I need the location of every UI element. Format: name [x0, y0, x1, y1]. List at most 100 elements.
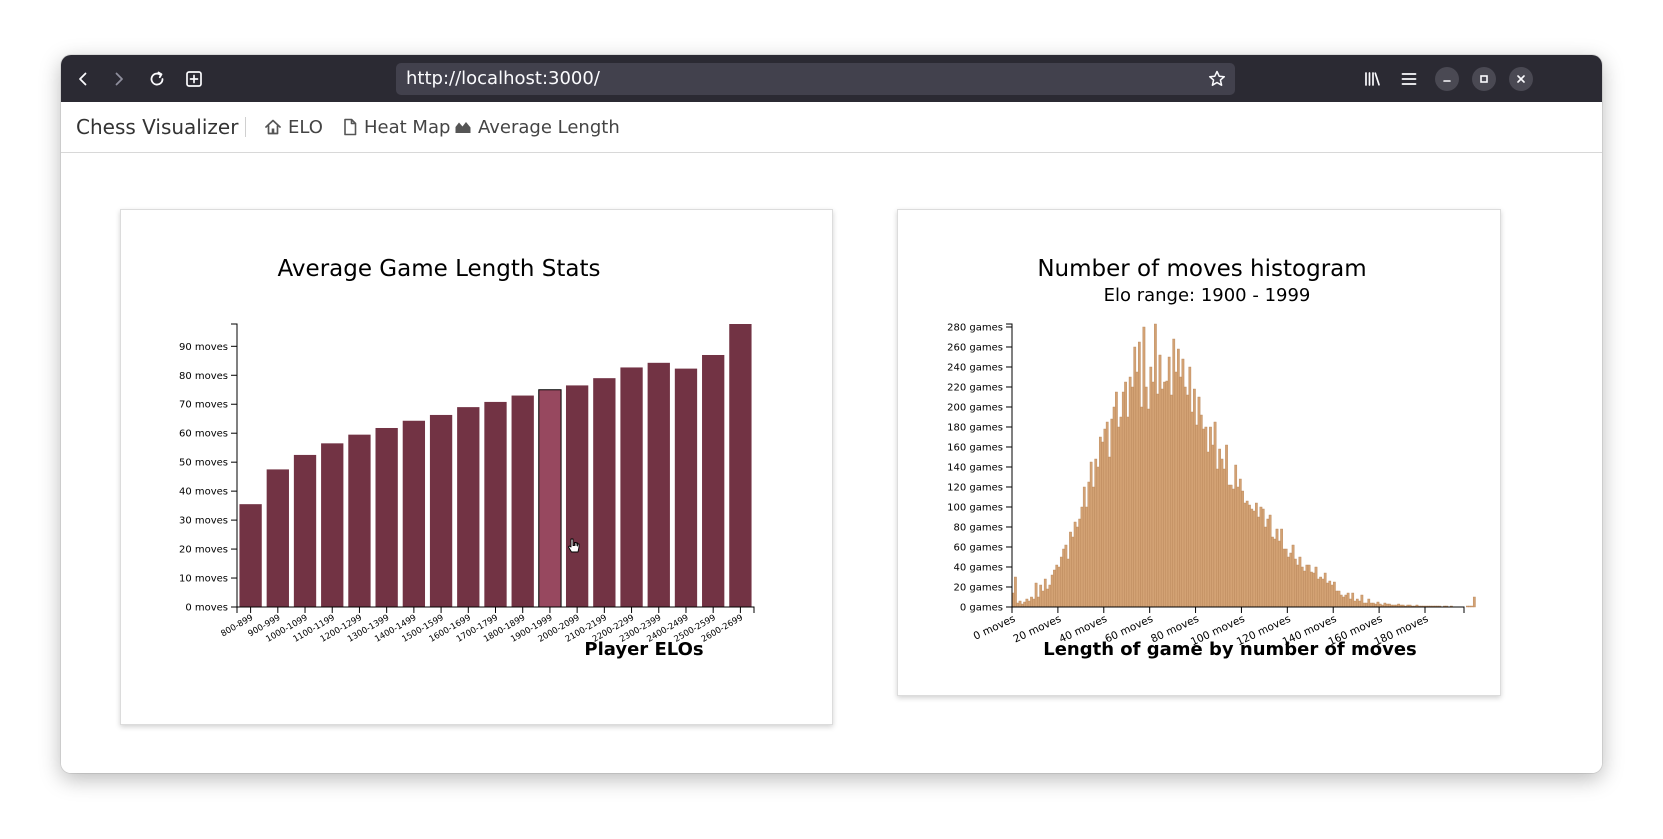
histogram-bin[interactable]	[1144, 386, 1148, 608]
histogram-bin[interactable]	[1183, 386, 1187, 608]
histogram-bin[interactable]	[1305, 564, 1309, 608]
histogram-bin[interactable]	[1355, 598, 1359, 608]
histogram-bin[interactable]	[1030, 596, 1033, 608]
histogram-bin[interactable]	[1043, 578, 1047, 608]
bar-800-899[interactable]	[239, 504, 262, 607]
histogram-bin[interactable]	[1234, 464, 1238, 608]
histogram-bin[interactable]	[1131, 386, 1134, 608]
histogram-bin[interactable]	[1358, 600, 1361, 608]
histogram-bin[interactable]	[1167, 356, 1171, 608]
bookmark-star-button[interactable]	[1207, 69, 1227, 93]
histogram-bin[interactable]	[1351, 592, 1355, 608]
histogram-bin[interactable]	[1353, 600, 1357, 608]
reload-button[interactable]	[143, 65, 171, 93]
new-tab-button[interactable]	[180, 65, 208, 93]
histogram-bin[interactable]	[1080, 506, 1084, 608]
histogram-bin[interactable]	[1344, 594, 1348, 608]
url-text[interactable]: http://localhost:3000/	[406, 68, 600, 89]
histogram-bin[interactable]	[1193, 388, 1196, 608]
histogram-bin[interactable]	[1310, 571, 1313, 608]
histogram-bin[interactable]	[1243, 502, 1247, 608]
bar-1800-1899[interactable]	[511, 395, 534, 607]
histogram-bin[interactable]	[1096, 466, 1100, 608]
histogram-bin[interactable]	[1103, 428, 1107, 608]
histogram-bin[interactable]	[1257, 516, 1260, 608]
histogram-bin[interactable]	[1115, 391, 1118, 608]
nav-item-elo[interactable]: ELO	[264, 102, 323, 152]
histogram-bin[interactable]	[1050, 574, 1054, 608]
histogram-bin[interactable]	[1064, 544, 1068, 608]
histogram-bin[interactable]	[1177, 348, 1180, 608]
histogram-bin[interactable]	[1225, 444, 1228, 608]
histogram-bin[interactable]	[1078, 518, 1082, 608]
histogram-bin[interactable]	[1250, 508, 1254, 608]
maximize-button[interactable]	[1472, 67, 1496, 91]
bar-1600-1699[interactable]	[457, 407, 480, 607]
histogram-bin[interactable]	[1280, 528, 1283, 608]
bar-1100-1199[interactable]	[321, 443, 344, 607]
bar-2600-2699[interactable]	[729, 324, 752, 607]
bar-2200-2299[interactable]	[620, 367, 643, 607]
histogram-bin[interactable]	[1055, 564, 1059, 608]
histogram-bin[interactable]	[1087, 481, 1091, 608]
histogram-bin[interactable]	[1197, 396, 1201, 608]
histogram-bin[interactable]	[1204, 426, 1208, 608]
histogram-bin[interactable]	[1135, 371, 1139, 608]
histogram-bin[interactable]	[1059, 556, 1063, 608]
bar-1200-1299[interactable]	[348, 434, 371, 607]
library-button[interactable]	[1358, 65, 1386, 93]
histogram-bin[interactable]	[1018, 600, 1022, 608]
histogram-bin[interactable]	[1165, 380, 1169, 608]
histogram-bin[interactable]	[1294, 558, 1297, 608]
histogram-bin[interactable]	[1142, 326, 1146, 608]
histogram-bin[interactable]	[1291, 544, 1295, 608]
histogram-bin[interactable]	[1268, 514, 1272, 608]
histogram-bin[interactable]	[1206, 451, 1210, 608]
bar-2400-2499[interactable]	[674, 368, 698, 607]
histogram-bin[interactable]	[1170, 394, 1173, 608]
histogram-bin[interactable]	[1360, 594, 1364, 608]
histogram-bin[interactable]	[1213, 421, 1217, 608]
bar-2500-2599[interactable]	[702, 354, 725, 607]
histogram-bin[interactable]	[1236, 486, 1240, 608]
histogram-bin[interactable]	[1220, 458, 1224, 608]
bar-1700-1799[interactable]	[484, 401, 507, 607]
histogram-bin[interactable]	[1252, 510, 1256, 608]
histogram-bin[interactable]	[1365, 602, 1368, 608]
histogram-bin[interactable]	[1321, 578, 1325, 608]
histogram-bin[interactable]	[1369, 602, 1373, 608]
histogram-bin[interactable]	[1277, 540, 1281, 608]
histogram-bin[interactable]	[1216, 468, 1219, 608]
histogram-bin[interactable]	[1025, 598, 1029, 608]
brand-title[interactable]: Chess Visualizer	[76, 115, 239, 139]
histogram-bin[interactable]	[1362, 602, 1366, 608]
histogram-bin[interactable]	[1062, 548, 1065, 608]
histogram-bin[interactable]	[1229, 484, 1233, 608]
histogram-bin[interactable]	[1383, 602, 1387, 608]
histogram-bin[interactable]	[1073, 521, 1077, 608]
histogram-bin[interactable]	[1053, 569, 1056, 608]
histogram-bin[interactable]	[1112, 406, 1116, 608]
histogram-bin[interactable]	[1137, 341, 1141, 608]
bar-1300-1399[interactable]	[375, 427, 398, 607]
histogram-bin[interactable]	[1014, 576, 1017, 608]
histogram-bin[interactable]	[1312, 572, 1316, 608]
histogram-bin[interactable]	[1259, 506, 1263, 608]
histogram-bin[interactable]	[1069, 531, 1072, 608]
histogram-bin[interactable]	[1466, 605, 1469, 608]
histogram-bin[interactable]	[1296, 564, 1300, 608]
histogram-bin[interactable]	[1048, 584, 1052, 608]
url-bar[interactable]: http://localhost:3000/	[396, 63, 1235, 95]
histogram-bin[interactable]	[1372, 602, 1375, 608]
histogram-bin[interactable]	[1023, 601, 1026, 608]
histogram-bin[interactable]	[1218, 448, 1221, 608]
histogram-bin[interactable]	[1174, 371, 1178, 608]
histogram-bin[interactable]	[1248, 504, 1251, 608]
histogram-bin[interactable]	[1092, 486, 1095, 608]
histogram-bin[interactable]	[1273, 538, 1277, 608]
bar-2300-2399[interactable]	[647, 362, 670, 607]
histogram-bin[interactable]	[1266, 518, 1270, 608]
bar-2000-2099[interactable]	[565, 385, 589, 607]
histogram-bin[interactable]	[1128, 376, 1132, 608]
histogram-bin[interactable]	[1172, 338, 1176, 608]
